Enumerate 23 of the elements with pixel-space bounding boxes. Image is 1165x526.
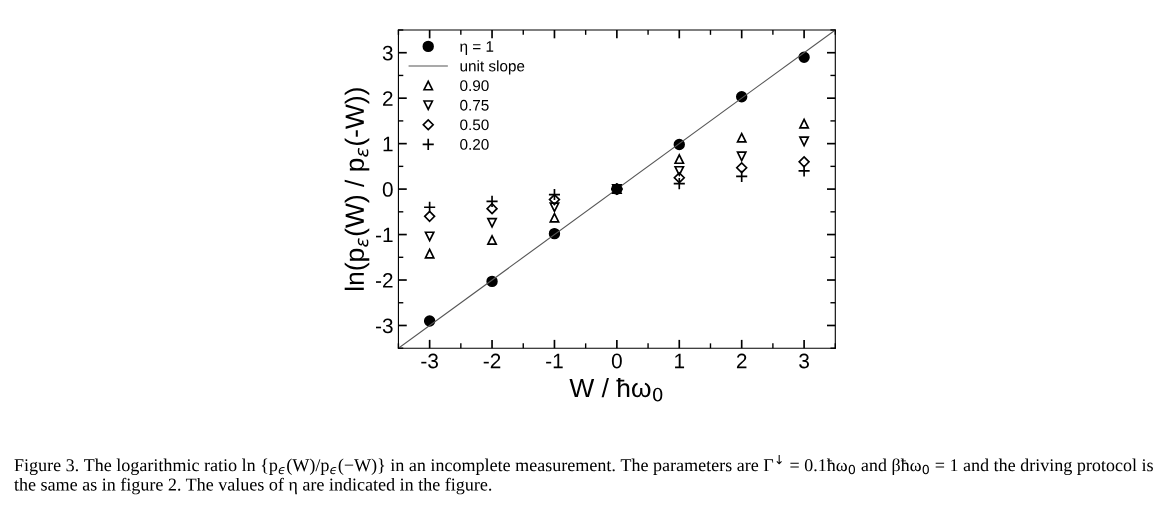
y-tick-label: 0 — [382, 182, 393, 197]
x-axis-title: W / ħω$_{0}$ — [569, 377, 663, 402]
legend-label: 0.75 — [460, 99, 489, 111]
x-tick-label: 1 — [675, 353, 685, 369]
y-tick-label: -1 — [375, 227, 393, 243]
x-tick-label: -1 — [546, 353, 563, 369]
legend-label: unit slope — [460, 60, 525, 75]
x-tick-label: -3 — [421, 353, 438, 369]
y-tick-label: 3 — [382, 45, 393, 61]
x-tick-label: -2 — [483, 353, 501, 369]
y-tick-label: -3 — [375, 318, 393, 334]
y-tick-label: 2 — [383, 91, 393, 106]
y-tick-label: -2 — [375, 273, 393, 288]
legend-label: 0.50 — [460, 119, 489, 131]
y-axis-title: ln(p$_{ε}$(W) / p$_{ε}$(-W)) — [344, 88, 370, 290]
x-tick-label: 0 — [611, 353, 622, 369]
text: Figure 3. The logarithmic ratio ln {p$_{ϵ}$(W)/p$_{ϵ}$(−W)} in an incomplete measurement. The parameters are Γ$^{↓}$ = 0.1ħω$_{0}$ and βħω$_{0}$ = 1 and the driving protocol is the same as in figure 2. The values of η are indicated in the figure. — [14, 454, 1153, 495]
x-tick-label: 2 — [736, 353, 747, 369]
legend-label: 0.20 — [460, 139, 489, 150]
legend-label: 0.90 — [460, 80, 489, 92]
x-tick-label: 3 — [799, 353, 809, 369]
y-tick-label: 1 — [383, 136, 393, 152]
legend-label: η = 1 — [460, 41, 494, 55]
